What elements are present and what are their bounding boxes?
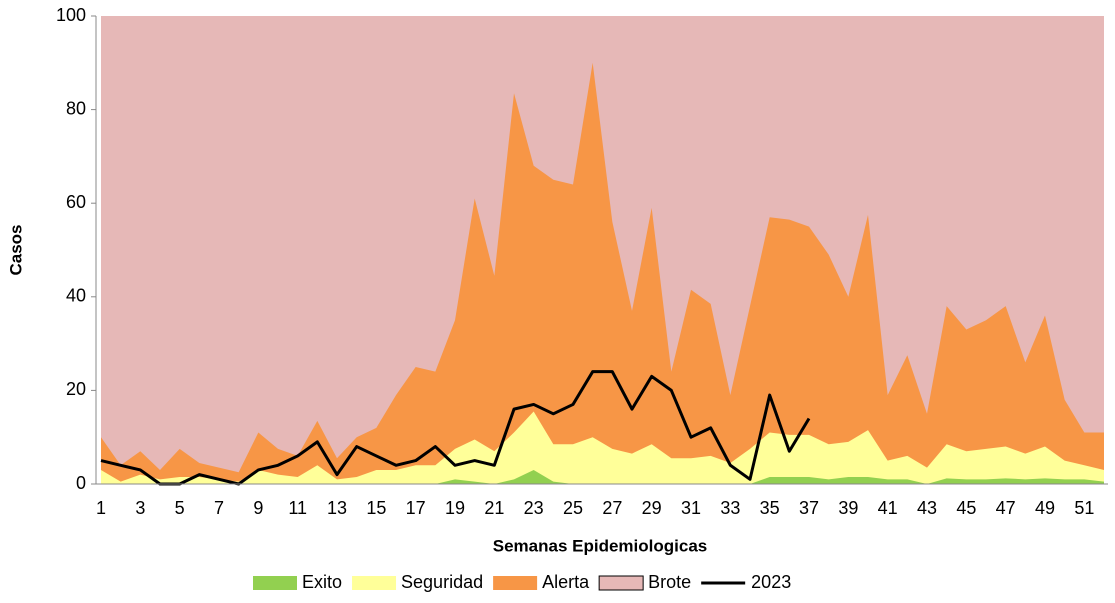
x-tick-label: 15 [366, 498, 386, 518]
y-tick-label: 60 [66, 192, 86, 212]
x-tick-label: 3 [135, 498, 145, 518]
x-tick-label: 31 [681, 498, 701, 518]
x-tick-label: 21 [484, 498, 504, 518]
y-tick-label: 100 [56, 5, 86, 25]
legend-label: Alerta [542, 572, 590, 592]
x-tick-label: 11 [288, 498, 307, 518]
x-tick-label: 7 [214, 498, 224, 518]
area [101, 411, 1104, 484]
x-tick-label: 37 [799, 498, 819, 518]
x-tick-label: 5 [175, 498, 185, 518]
x-tick-label: 51 [1074, 498, 1094, 518]
x-tick-label: 35 [760, 498, 780, 518]
legend-label: Exito [302, 572, 342, 592]
x-tick-label: 33 [720, 498, 740, 518]
y-tick-label: 0 [76, 473, 86, 493]
x-tick-label: 45 [956, 498, 976, 518]
x-tick-label: 17 [406, 498, 426, 518]
x-tick-label: 29 [642, 498, 662, 518]
legend-swatch [352, 576, 397, 590]
x-tick-label: 27 [602, 498, 622, 518]
y-tick-label: 80 [66, 98, 86, 118]
x-tick-label: 23 [524, 498, 544, 518]
x-tick-label: 13 [327, 498, 347, 518]
x-tick-label: 43 [917, 498, 937, 518]
x-tick-label: 1 [96, 498, 106, 518]
x-tick-label: 47 [996, 498, 1016, 518]
y-tick-label: 20 [66, 379, 86, 399]
legend-label: Brote [648, 572, 691, 592]
legend-swatch [493, 576, 538, 590]
x-tick-label: 49 [1035, 498, 1055, 518]
legend-label: 2023 [751, 572, 791, 592]
x-axis-title: Semanas Epidemiologicas [493, 536, 707, 555]
y-tick-label: 40 [66, 286, 86, 306]
legend-swatch [253, 576, 297, 590]
x-tick-label: 41 [878, 498, 898, 518]
x-tick-label: 25 [563, 498, 583, 518]
line [100, 370, 811, 486]
legend-label: Seguridad [401, 572, 483, 592]
x-tick-label: 9 [253, 498, 263, 518]
legend-swatch [598, 575, 644, 591]
x-tick-label: 19 [445, 498, 465, 518]
area [101, 469, 1104, 484]
area [101, 62, 1104, 485]
x-tick-label: 39 [838, 498, 858, 518]
y-axis-title: Casos [6, 224, 25, 275]
